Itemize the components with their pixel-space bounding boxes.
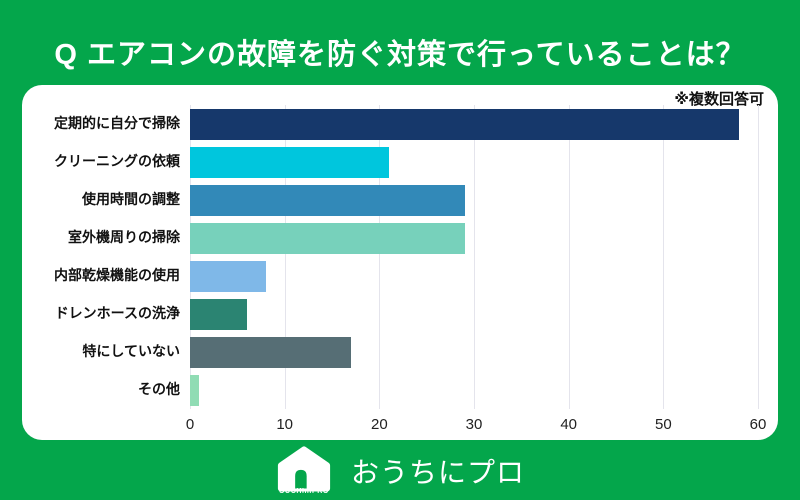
chart-row-0: 定期的に自分で掃除 — [32, 105, 758, 143]
bar-track-7 — [190, 374, 758, 406]
category-label-3: 室外機周りの掃除 — [68, 229, 180, 246]
x-tick-60: 60 — [749, 416, 767, 433]
bar-0 — [190, 108, 740, 140]
bar-4 — [190, 260, 266, 292]
gridline-20 — [379, 105, 381, 409]
chart-row-2: 使用時間の調整 — [32, 181, 758, 219]
gridline-10 — [284, 105, 286, 409]
chart-card: ※複数回答可 定期的に自分で掃除 クリーニングの依頼使用時間の調整室外機周りの掃除… — [22, 85, 778, 440]
chart-row-4: 内部乾燥機能の使用 — [32, 257, 758, 295]
logo-small-text: OUCHIniPRO — [279, 488, 329, 495]
gridline-60 — [758, 105, 759, 409]
chart-gridlines — [190, 105, 759, 409]
gridline-50 — [663, 105, 665, 409]
category-label-7: その他 — [138, 381, 180, 398]
x-tick-20: 20 — [370, 416, 388, 433]
bar-track-1 — [190, 146, 758, 178]
logo-mark: OUCHIniPRO — [275, 446, 333, 495]
bar-chart: 定期的に自分で掃除 クリーニングの依頼使用時間の調整室外機周りの掃除内部乾燥機能の… — [32, 105, 767, 439]
bar-6 — [190, 336, 351, 368]
category-label-6: 特にしていない — [82, 343, 180, 360]
chart-note: ※複数回答可 — [674, 91, 764, 108]
x-tick-30: 30 — [465, 416, 483, 433]
bar-track-2 — [190, 184, 758, 216]
gridline-40 — [568, 105, 570, 409]
bar-track-6 — [190, 336, 758, 368]
chart-rows: 定期的に自分で掃除 クリーニングの依頼使用時間の調整室外機周りの掃除内部乾燥機能の… — [32, 105, 758, 409]
category-label-0: 定期的に自分で掃除 — [54, 115, 180, 132]
bar-3 — [190, 222, 465, 254]
category-label-5: ドレンホースの洗浄 — [54, 305, 180, 322]
x-tick-40: 40 — [560, 416, 577, 433]
category-label-2: 使用時間の調整 — [82, 191, 180, 208]
chart-row-6: 特にしていない — [32, 333, 758, 371]
x-tick-0: 0 — [185, 416, 195, 433]
category-label-1: クリーニングの依頼 — [54, 153, 180, 170]
x-tick-50: 50 — [654, 416, 672, 433]
house-icon — [277, 446, 331, 492]
bar-1 — [190, 146, 389, 178]
bar-track-4 — [190, 260, 758, 292]
chart-row-3: 室外機周りの掃除 — [32, 219, 758, 257]
chart-row-1: クリーニングの依頼 — [32, 143, 758, 181]
x-tick-10: 10 — [276, 416, 293, 433]
bar-5 — [190, 298, 247, 330]
category-label-4: 内部乾燥機能の使用 — [54, 267, 180, 284]
bar-track-5 — [190, 298, 758, 330]
x-axis: 0 10 20 30 40 50 60 — [186, 409, 767, 439]
footer-logo: OUCHIniPRO おうちにプロ — [0, 446, 800, 495]
chart-row-7: その他 — [32, 371, 758, 409]
logo-text: おうちにプロ — [350, 456, 525, 488]
chart-row-5: ドレンホースの洗浄 — [32, 295, 758, 333]
bar-track-3 — [190, 222, 758, 254]
bar-7 — [190, 374, 200, 406]
bar-track-0 — [190, 108, 758, 140]
page-title: Q エアコンの故障を防ぐ対策で行っていることは？ — [54, 39, 746, 72]
gridline-0 — [190, 105, 191, 409]
bar-2 — [190, 184, 465, 216]
gridline-30 — [474, 105, 475, 409]
